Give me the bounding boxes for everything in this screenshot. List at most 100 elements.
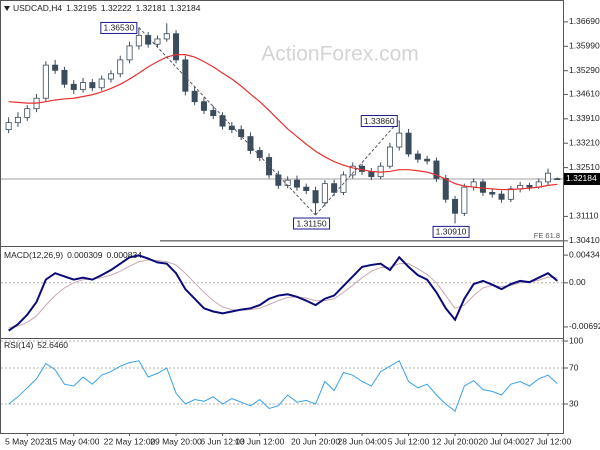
candle-body <box>321 183 328 204</box>
x-tick-label: 15 May 04:00 <box>48 436 100 446</box>
y-tick-label: 1.30410 <box>569 235 600 245</box>
x-tick-label: 5 May 2023 <box>5 436 50 446</box>
candle-body <box>554 178 561 180</box>
candle-body <box>61 69 68 85</box>
y-tick-label: 0.004341 <box>569 249 600 259</box>
candle-body <box>433 160 440 179</box>
y-tick-label: 1.34610 <box>569 89 600 99</box>
candle-body <box>238 129 245 137</box>
y-tick-label: 1.35290 <box>569 65 600 75</box>
annotation-label: 1.36530 <box>103 23 134 33</box>
y-tick-label: 1.35990 <box>569 41 600 51</box>
y-tick-label: 70 <box>569 362 579 372</box>
candle-body <box>24 108 31 118</box>
indicator-line <box>8 254 558 332</box>
last-price-label: 1.32184 <box>566 173 597 183</box>
macd-header: MACD(12,26,9) 0.000309 0.000834 <box>4 250 142 260</box>
candle-body <box>368 171 375 178</box>
y-tick-label: 1.31110 <box>569 211 599 221</box>
candle-body <box>386 146 393 167</box>
candle-body <box>275 174 282 186</box>
candle-body <box>396 132 403 148</box>
swing-line <box>138 27 316 216</box>
candle-body <box>303 186 310 192</box>
header-value: 1.32222 <box>101 3 132 13</box>
watermark: ActionForex.com <box>261 43 419 66</box>
candle-body <box>89 82 96 89</box>
candle-body <box>154 38 161 45</box>
x-tick-label: 22 May 12:00 <box>104 436 156 446</box>
header-value: 0.000834 <box>107 250 143 260</box>
candle-body <box>461 186 468 214</box>
candle-body <box>14 116 21 124</box>
annotation-label: 1.31150 <box>296 218 326 228</box>
candle-body <box>424 158 431 162</box>
candle-body <box>256 150 263 158</box>
candle-body <box>498 193 505 200</box>
candle-body <box>98 78 105 89</box>
symbol-title: USDCAD,H4 <box>13 3 62 13</box>
candle-body <box>210 110 217 117</box>
y-tick-label: 30 <box>569 398 579 408</box>
candle-body <box>489 191 496 195</box>
annotation-box <box>432 225 470 238</box>
candle-body <box>126 45 133 61</box>
x-tick-label: 20 Jul 04:00 <box>478 436 525 446</box>
y-tick-label: 1.33910 <box>569 113 600 123</box>
swing-line <box>315 120 400 216</box>
candle-body <box>247 136 254 151</box>
candle-body <box>284 179 291 186</box>
candle-body <box>107 73 114 80</box>
y-tick-label: -0.00692 <box>569 321 600 331</box>
x-tick-label: 5 Jul 12:00 <box>388 436 430 446</box>
candle-body <box>117 59 124 75</box>
rsi-header: RSI(14) 52.6460 <box>4 340 68 350</box>
y-tick-label: 1.33210 <box>569 137 600 147</box>
annotation-label: 1.30910 <box>436 227 467 237</box>
indicator-line <box>8 259 558 328</box>
main-header: USDCAD,H4 1.32195 1.32222 1.32181 1.32184 <box>13 3 201 13</box>
candle-body <box>526 184 533 188</box>
candle-body <box>182 59 189 92</box>
candle-body <box>452 198 459 214</box>
candle-body <box>200 101 207 111</box>
x-tick-label: 27 Jul 12:00 <box>525 436 572 446</box>
candle-body <box>545 172 552 183</box>
header-value: 52.6460 <box>37 340 68 350</box>
header-value: 0.000309 <box>67 250 103 260</box>
x-tick-label: 20 Jun 20:00 <box>291 436 340 446</box>
header-value: 1.32195 <box>66 3 97 13</box>
x-tick-label: 28 Jun 04:00 <box>337 436 386 446</box>
candle-body <box>80 82 87 90</box>
candle-body <box>52 64 59 71</box>
y-tick-label: 100 <box>569 335 583 345</box>
plot-frame <box>0 0 564 434</box>
candle-body <box>135 35 142 47</box>
y-tick-label: 1.32510 <box>569 162 600 172</box>
last-price-tag <box>564 172 600 185</box>
candle-body <box>5 122 12 131</box>
header-value: 1.32181 <box>136 3 167 13</box>
header-value: 1.32184 <box>170 3 201 13</box>
annotation-box <box>360 115 398 128</box>
x-tick-label: 12 Jul 20:00 <box>432 436 479 446</box>
candle-body <box>42 64 49 99</box>
candle-body <box>219 115 226 127</box>
candle-body <box>70 83 77 90</box>
moving-average <box>8 54 558 191</box>
x-tick-label: 6 Jun 12:00 <box>200 436 245 446</box>
x-tick-label: 29 May 20:00 <box>150 436 202 446</box>
macd-title: MACD(12,26,9) <box>4 250 63 260</box>
candle-body <box>507 188 514 200</box>
indicator-line <box>8 360 558 413</box>
candle-body <box>191 90 198 103</box>
annotation-box <box>100 21 138 34</box>
candle-body <box>312 190 319 204</box>
candle-body <box>173 33 180 61</box>
candle-body <box>163 33 170 40</box>
y-tick-label: 0.00 <box>569 277 586 287</box>
candle-body <box>414 153 421 160</box>
candle-body <box>479 181 486 193</box>
y-tick-label: 1.36690 <box>569 16 600 26</box>
